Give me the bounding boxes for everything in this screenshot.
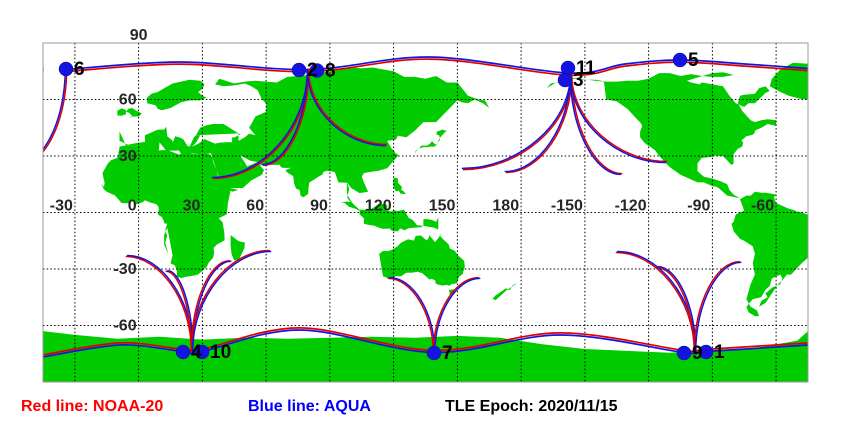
svg-text:-30: -30 bbox=[50, 198, 73, 215]
svg-text:TLE Epoch: 2020/11/15: TLE Epoch: 2020/11/15 bbox=[445, 398, 618, 415]
svg-text:150: 150 bbox=[429, 198, 456, 215]
svg-text:Blue line: AQUA: Blue line: AQUA bbox=[248, 398, 371, 415]
svg-text:1: 1 bbox=[714, 342, 725, 363]
svg-text:1: 1 bbox=[585, 58, 596, 79]
svg-text:7: 7 bbox=[442, 343, 453, 364]
svg-text:-60: -60 bbox=[751, 198, 774, 215]
svg-text:-120: -120 bbox=[615, 198, 647, 215]
svg-text:90: 90 bbox=[310, 198, 328, 215]
svg-text:-30: -30 bbox=[113, 261, 136, 278]
svg-text:-150: -150 bbox=[551, 198, 583, 215]
svg-text:60: 60 bbox=[246, 198, 264, 215]
svg-text:0: 0 bbox=[128, 198, 137, 215]
svg-text:60: 60 bbox=[119, 92, 137, 109]
svg-text:5: 5 bbox=[688, 50, 699, 71]
svg-text:180: 180 bbox=[492, 198, 519, 215]
svg-text:10: 10 bbox=[210, 342, 231, 363]
svg-text:6: 6 bbox=[74, 59, 85, 80]
svg-text:Red line: NOAA-20: Red line: NOAA-20 bbox=[21, 398, 163, 415]
svg-text:-60: -60 bbox=[113, 318, 136, 335]
svg-text:9: 9 bbox=[692, 343, 703, 364]
svg-text:8: 8 bbox=[325, 61, 336, 82]
svg-text:2: 2 bbox=[307, 60, 318, 81]
svg-text:4: 4 bbox=[191, 342, 202, 363]
svg-text:30: 30 bbox=[183, 198, 201, 215]
svg-text:120: 120 bbox=[365, 198, 392, 215]
svg-text:3: 3 bbox=[573, 70, 584, 91]
svg-text:90: 90 bbox=[130, 27, 148, 44]
svg-text:30: 30 bbox=[119, 148, 137, 165]
svg-text:-90: -90 bbox=[687, 198, 710, 215]
